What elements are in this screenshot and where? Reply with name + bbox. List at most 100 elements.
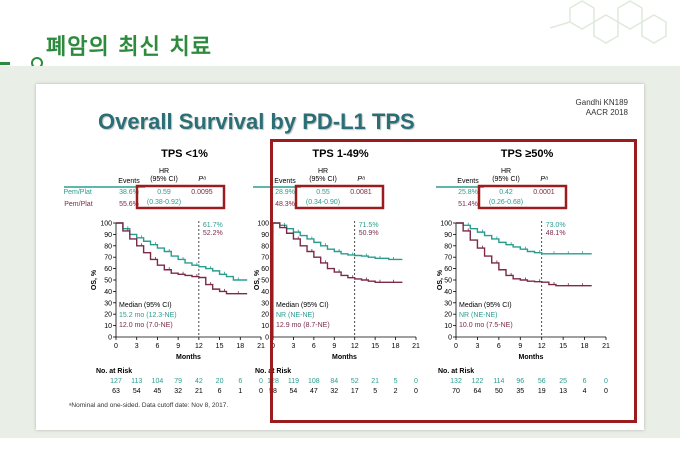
x-tick-label: 12 <box>538 343 546 350</box>
at-risk-value: 128 <box>267 378 279 385</box>
y-tick-label: 60 <box>104 266 112 273</box>
median-header: Median (95% CI) <box>119 302 172 309</box>
median-placebo: 12.0 mo (7.0-NE) <box>119 322 173 329</box>
hr-highlight-box <box>135 184 226 210</box>
km-curve-pembro <box>456 222 592 255</box>
slide-card: Gandhi KN189 AACR 2018 Overall Survival … <box>36 84 644 430</box>
at-risk-value: 52 <box>351 378 359 385</box>
arm-label-pembro: Pembro/Pem/Plat <box>64 189 92 196</box>
events-placebo: 48.3% <box>275 201 295 208</box>
at-risk-value: 0 <box>259 388 263 395</box>
y-tick-label: 90 <box>104 232 112 239</box>
y-tick-label: 20 <box>104 312 112 319</box>
y-tick-label: 70 <box>261 255 269 262</box>
hr-header: HR <box>159 168 169 175</box>
x-tick-label: 6 <box>155 343 159 350</box>
events-header: Events <box>274 178 296 185</box>
chart-panel-tps-lt1: TPS <1% Events HR(95% CI) Pᵃ Pembro/Pem/Plat… <box>64 148 265 395</box>
y-tick-label: 70 <box>104 255 112 262</box>
p-header: Pᵃ <box>540 176 548 183</box>
y-tick-label: 20 <box>444 312 452 319</box>
p-header: Pᵃ <box>198 176 206 183</box>
km-curve-placebo <box>456 222 592 287</box>
x-tick-label: 6 <box>497 343 501 350</box>
km-curve-placebo <box>273 222 403 283</box>
at-risk-value: 6 <box>218 388 222 395</box>
chart-panel-tps-1-49: TPS 1-49% Events HR(95% CI) Pᵃ 28.9% 48.3% 0.5… <box>253 148 420 395</box>
hr-ci-value: (0.26-0.68) <box>489 199 523 206</box>
at-risk-value: 122 <box>472 378 484 385</box>
at-risk-value: 45 <box>154 388 162 395</box>
at-risk-value: 54 <box>290 388 298 395</box>
p-value: 0.0081 <box>350 189 372 196</box>
y-tick-label: 60 <box>261 266 269 273</box>
x-tick-label: 18 <box>392 343 400 350</box>
x-axis-label: Months <box>519 354 544 361</box>
hr-ci-value: (0.38-0.92) <box>147 199 181 206</box>
at-risk-value: 114 <box>493 378 504 385</box>
y-axis-label: OS, % <box>91 269 98 290</box>
x-tick-label: 12 <box>195 343 203 350</box>
at-risk-value: 104 <box>152 378 164 385</box>
hr-value: 0.42 <box>499 189 513 196</box>
y-tick-label: 0 <box>108 335 112 342</box>
median-pembro: NR (NE-NE) <box>459 312 498 319</box>
x-tick-label: 21 <box>257 343 265 350</box>
events-pembro: 25.8% <box>458 189 478 196</box>
x-tick-label: 18 <box>236 343 244 350</box>
at-risk-label: No. at Risk <box>255 368 291 375</box>
at-risk-value: 32 <box>330 388 338 395</box>
highlight-box <box>270 139 637 423</box>
p-header: Pᵃ <box>357 176 365 183</box>
at-risk-value: 25 <box>559 378 567 385</box>
y-tick-label: 50 <box>104 278 112 285</box>
at-risk-value: 70 <box>452 388 460 395</box>
at-risk-value: 54 <box>133 388 141 395</box>
at-risk-value: 108 <box>308 378 320 385</box>
y-tick-label: 100 <box>257 221 269 228</box>
x-tick-label: 3 <box>291 343 295 350</box>
x-tick-label: 0 <box>114 343 118 350</box>
at-risk-value: 56 <box>538 378 546 385</box>
x-tick-label: 15 <box>559 343 567 350</box>
median-pembro: 15.2 mo (12.3-NE) <box>119 312 177 319</box>
y-tick-label: 100 <box>440 221 452 228</box>
at-risk-value: 0 <box>414 378 418 385</box>
hr-ci-header: (95% CI) <box>492 176 520 183</box>
hr-value: 0.55 <box>316 189 330 196</box>
at-risk-value: 119 <box>288 378 299 385</box>
y-tick-label: 40 <box>104 289 112 296</box>
x-tick-label: 9 <box>518 343 522 350</box>
at-risk-value: 21 <box>195 388 203 395</box>
at-risk-value: 20 <box>216 378 224 385</box>
y-tick-label: 90 <box>444 232 452 239</box>
hr-header: HR <box>501 168 511 175</box>
at-risk-value: 0 <box>414 388 418 395</box>
at-risk-value: 64 <box>474 388 482 395</box>
y-tick-label: 30 <box>261 300 269 307</box>
molecule-decoration-icon <box>549 0 667 44</box>
citation: Gandhi KN189 AACR 2018 <box>576 98 628 118</box>
at-risk-value: 1 <box>238 388 242 395</box>
page-title: 폐암의 최신 치료 <box>46 35 212 60</box>
hr-ci-header: (95% CI) <box>309 176 337 183</box>
y-tick-label: 40 <box>444 289 452 296</box>
y-tick-label: 40 <box>261 289 269 296</box>
at-risk-value: 4 <box>583 388 587 395</box>
y-tick-label: 70 <box>444 255 452 262</box>
hr-ci-value: (0.34-0.90) <box>306 199 340 206</box>
events-header: Events <box>118 178 140 185</box>
median-header: Median (95% CI) <box>459 302 512 309</box>
x-tick-label: 9 <box>176 343 180 350</box>
at-risk-value: 21 <box>371 378 379 385</box>
hr-highlight-box <box>477 184 568 210</box>
landmark-label-placebo: 48.1% <box>546 230 566 237</box>
at-risk-value: 5 <box>373 388 377 395</box>
at-risk-value: 132 <box>450 378 462 385</box>
x-tick-label: 12 <box>351 343 359 350</box>
y-tick-label: 10 <box>261 323 269 330</box>
at-risk-value: 0 <box>604 378 608 385</box>
km-curve-pembro <box>116 222 248 281</box>
citation-line: AACR 2018 <box>585 108 628 117</box>
x-tick-label: 3 <box>135 343 139 350</box>
